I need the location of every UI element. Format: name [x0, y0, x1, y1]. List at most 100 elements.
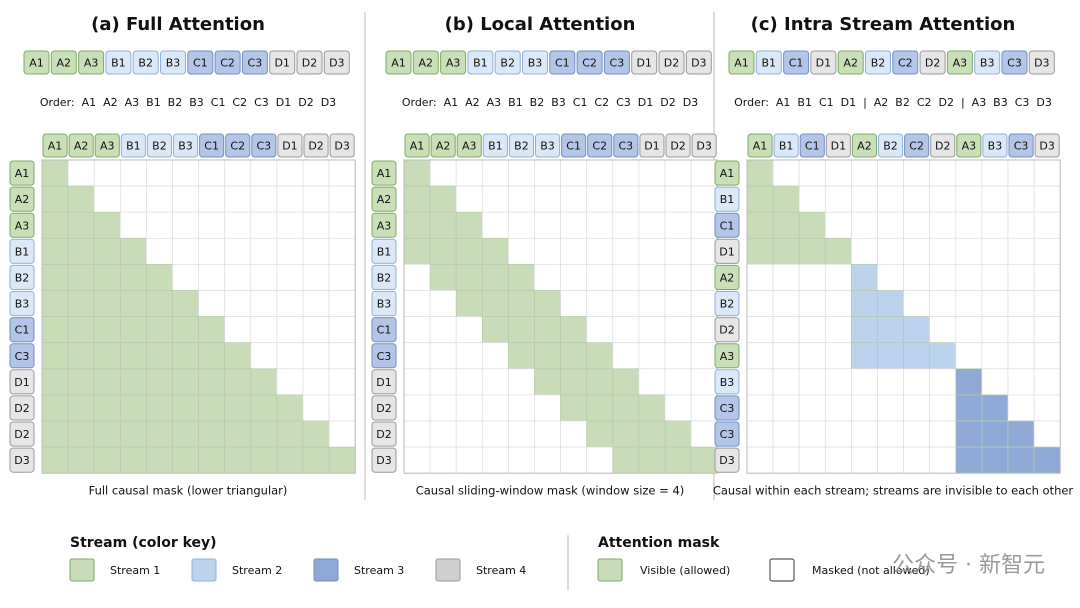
visible-cell: [586, 342, 614, 370]
watermark: 公众号 · 新智元: [892, 553, 1045, 578]
legend-title: Stream (color key): [70, 535, 217, 551]
visible-cell: [824, 237, 852, 265]
masked-cell: [877, 237, 904, 265]
visible-cell: [877, 290, 904, 317]
token: [132, 50, 159, 75]
token: [9, 317, 35, 343]
token-label: B2: [138, 57, 153, 70]
masked-cell: [560, 185, 588, 213]
token: [691, 133, 717, 158]
masked-cell: [955, 185, 983, 213]
masked-cell: [664, 394, 692, 422]
visible-cell: [250, 368, 278, 396]
masked-cell: [403, 446, 431, 474]
token: [371, 421, 397, 447]
masked-cell: [690, 185, 718, 213]
masked-cell: [638, 290, 666, 317]
token-label: B1: [473, 57, 488, 70]
token-label: B3: [540, 140, 555, 153]
visible-cell: [172, 394, 199, 422]
token-label: D3: [696, 140, 711, 153]
visible-cell: [903, 316, 931, 344]
masked-cell: [586, 185, 614, 213]
legend-label: Stream 1: [110, 564, 160, 577]
token-label: D2: [302, 57, 317, 70]
panel-title: (b) Local Attention: [445, 14, 636, 35]
token: [9, 447, 35, 473]
masked-cell: [276, 290, 304, 317]
visible-cell: [67, 342, 95, 370]
visible-cell: [612, 446, 640, 474]
token-label: B1: [377, 245, 392, 258]
visible-cell: [560, 342, 588, 370]
masked-cell: [328, 342, 356, 370]
masked-cell: [328, 316, 356, 344]
visible-cell: [955, 394, 983, 422]
token-label: B3: [15, 298, 30, 311]
token: [685, 50, 712, 75]
token: [323, 50, 350, 75]
masked-cell: [224, 290, 252, 317]
masked-cell: [690, 368, 718, 396]
masked-cell: [690, 420, 718, 448]
token: [1001, 50, 1028, 75]
masked-cell: [146, 185, 173, 213]
token: [508, 133, 534, 158]
visible-cell: [1033, 446, 1061, 474]
token-label: C3: [1007, 57, 1022, 70]
masked-cell: [877, 185, 904, 213]
token: [371, 343, 397, 369]
masked-cell: [981, 211, 1009, 239]
token: [371, 291, 397, 317]
visible-cell: [67, 264, 95, 291]
token: [385, 50, 412, 75]
token: [303, 133, 329, 158]
visible-cell: [534, 290, 561, 317]
masked-cell: [903, 211, 931, 239]
token-label: D3: [334, 140, 349, 153]
masked-cell: [981, 237, 1009, 265]
masked-cell: [198, 264, 226, 291]
masked-cell: [302, 264, 330, 291]
token: [549, 50, 576, 75]
masked-cell: [586, 211, 614, 239]
visible-cell: [224, 420, 252, 448]
token-label: D3: [376, 454, 391, 467]
masked-cell: [772, 446, 800, 474]
token: [1034, 133, 1060, 158]
masked-cell: [508, 211, 535, 239]
legend-swatch: [313, 558, 339, 582]
masked-cell: [276, 185, 304, 213]
masked-cell: [746, 316, 774, 344]
masked-cell: [798, 342, 826, 370]
masked-cell: [798, 185, 826, 213]
token-label: D1: [14, 376, 29, 389]
token-label: C1: [193, 57, 208, 70]
visible-cell: [224, 342, 252, 370]
masked-cell: [877, 264, 904, 291]
visible-cell: [224, 394, 252, 422]
masked-cell: [508, 185, 535, 213]
masked-cell: [1007, 159, 1035, 187]
token: [467, 50, 494, 75]
visible-cell: [41, 211, 69, 239]
masked-cell: [586, 159, 614, 187]
masked-cell: [690, 211, 718, 239]
visible-cell: [146, 290, 173, 317]
visible-cell: [224, 368, 252, 396]
masked-cell: [929, 394, 957, 422]
grid-border: [403, 159, 718, 474]
token: [755, 50, 782, 75]
masked-cell: [481, 446, 509, 474]
masked-cell: [508, 420, 535, 448]
token: [1028, 50, 1055, 75]
token-label: B3: [980, 57, 995, 70]
masked-cell: [664, 159, 692, 187]
token-label: B3: [528, 57, 543, 70]
masked-cell: [981, 368, 1009, 396]
masked-cell: [798, 420, 826, 448]
visible-cell: [403, 237, 431, 265]
token: [371, 369, 397, 395]
masked-cell: [560, 420, 588, 448]
masked-cell: [455, 316, 483, 344]
